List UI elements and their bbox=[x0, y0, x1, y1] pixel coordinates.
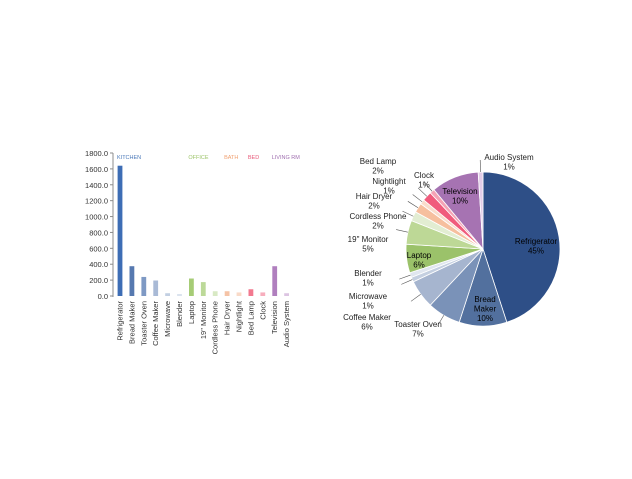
pie-label-line: 5% bbox=[362, 245, 374, 254]
pie-label-line: Television bbox=[442, 187, 477, 196]
pie-leader-line bbox=[396, 230, 408, 233]
x-tick-label: Toaster Oven bbox=[139, 301, 148, 346]
x-tick-label: Laptop bbox=[187, 301, 196, 324]
pie-label-line: Refrigerator bbox=[515, 237, 558, 246]
pie-label-line: 1% bbox=[418, 181, 430, 190]
pie-label-line: 1% bbox=[362, 279, 374, 288]
x-tick-label: Microwave bbox=[163, 301, 172, 337]
pie-label-line: 2% bbox=[368, 202, 380, 211]
bar bbox=[260, 292, 265, 296]
bar bbox=[272, 266, 277, 296]
x-tick-label: Television bbox=[270, 301, 279, 334]
x-tick-label: Blender bbox=[175, 301, 184, 327]
bar-chart: 0.0 200.0 400.0 600.0 800.0 1000.0 1200.0 1400.… bbox=[85, 149, 300, 354]
pie-leader-line bbox=[411, 294, 421, 301]
bar bbox=[249, 289, 254, 296]
pie-label-line: Microwave bbox=[349, 292, 388, 301]
x-tick-label: Nightlight bbox=[235, 300, 244, 332]
x-tick-label: Bread Maker bbox=[127, 301, 136, 344]
pie-label-line: Cordless Phone bbox=[350, 212, 407, 221]
pie-label-line: Coffee Maker bbox=[343, 313, 391, 322]
bar bbox=[141, 277, 146, 296]
bar bbox=[130, 266, 135, 296]
y-tick-label: 200.0 bbox=[89, 276, 108, 285]
pie-label-line: 10% bbox=[477, 314, 493, 323]
pie-label-line: 10% bbox=[452, 197, 468, 206]
pie-label-line: 1% bbox=[383, 187, 395, 196]
pie-label-line: Clock bbox=[414, 171, 435, 180]
x-tick-label: Clock bbox=[258, 301, 267, 320]
pie-label-line: Nightlight bbox=[372, 177, 406, 186]
x-tick-label: Hair Dryer bbox=[223, 301, 232, 336]
pie-label-line: Bread bbox=[474, 295, 495, 304]
bar bbox=[213, 291, 218, 296]
pie-leader-line bbox=[399, 275, 410, 279]
group-label: OFFICE bbox=[188, 155, 208, 161]
pie-label-line: Blender bbox=[354, 269, 382, 278]
x-tick-label: Cordless Phone bbox=[211, 301, 220, 354]
pie-leader-line bbox=[413, 194, 422, 201]
y-tick-label: 1600.0 bbox=[85, 165, 108, 174]
pie-leader-line bbox=[401, 280, 412, 285]
y-tick-label: 1000.0 bbox=[85, 213, 108, 222]
y-tick-label: 800.0 bbox=[89, 228, 108, 237]
group-label: LIVING RM bbox=[272, 155, 301, 161]
group-label: KITCHEN bbox=[117, 155, 141, 161]
pie-label-line: Bed Lamp bbox=[360, 157, 397, 166]
pie-label-line: Toaster Oven bbox=[394, 320, 442, 329]
bar bbox=[201, 282, 206, 296]
group-label: BED bbox=[248, 155, 259, 161]
pie-label-line: Laptop bbox=[407, 251, 432, 260]
pie-label-line: 1% bbox=[503, 163, 515, 172]
pie-label-line: 2% bbox=[372, 167, 384, 176]
y-tick-label: 1200.0 bbox=[85, 197, 108, 206]
bar bbox=[225, 291, 230, 296]
pie-label-line: 19" Monitor bbox=[348, 235, 389, 244]
pie-label-line: Maker bbox=[474, 305, 497, 314]
pie-label-line: Audio System bbox=[484, 153, 534, 162]
x-tick-label: 19" Monitor bbox=[199, 301, 208, 340]
group-label: BATH bbox=[224, 155, 238, 161]
pie-label-line: 7% bbox=[412, 330, 424, 339]
bar bbox=[165, 293, 170, 296]
x-tick-label: Bed Lamp bbox=[246, 301, 255, 335]
y-tick-label: 1800.0 bbox=[85, 149, 108, 158]
x-tick-label: Refrigerator bbox=[116, 301, 125, 341]
y-tick-label: 0.0 bbox=[98, 292, 108, 301]
y-tick-label: 400.0 bbox=[89, 260, 108, 269]
pie-label-line: 1% bbox=[362, 302, 374, 311]
bar bbox=[284, 293, 289, 296]
pie-leader-line bbox=[408, 201, 418, 207]
x-tick-label: Audio System bbox=[282, 301, 291, 347]
pie-label-line: 2% bbox=[372, 222, 384, 231]
pie-label-line: 6% bbox=[413, 261, 425, 270]
y-tick-label: 600.0 bbox=[89, 244, 108, 253]
bar bbox=[237, 292, 242, 296]
bar bbox=[118, 166, 123, 296]
bar bbox=[153, 281, 158, 296]
pie-label-line: 45% bbox=[528, 247, 544, 256]
y-tick-label: 1400.0 bbox=[85, 181, 108, 190]
x-tick-label: Coffee Maker bbox=[151, 301, 160, 346]
bar bbox=[177, 294, 182, 296]
bar bbox=[189, 279, 194, 296]
pie-label-line: 6% bbox=[361, 323, 373, 332]
